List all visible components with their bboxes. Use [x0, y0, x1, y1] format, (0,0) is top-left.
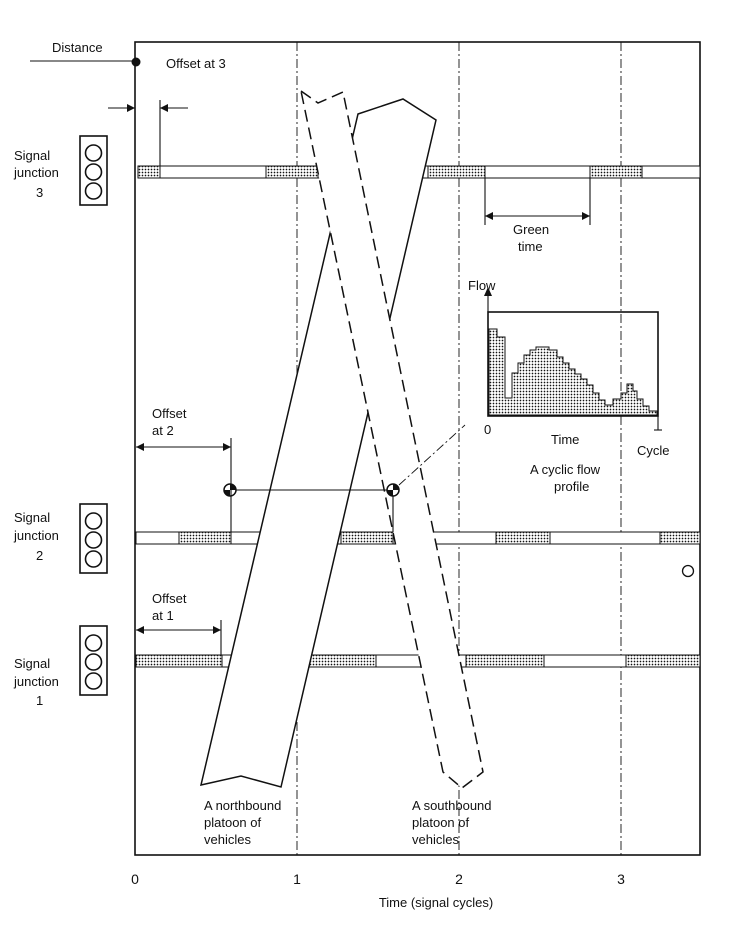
offset-2-label-line2: at 2	[152, 423, 174, 438]
inset-origin-label: 0	[484, 422, 491, 437]
inset-time-axis-label: Time	[551, 432, 579, 447]
offset-1-label-line1: Offset	[152, 591, 187, 606]
signal-head-junction-1	[79, 625, 108, 696]
profile-leader-line	[398, 424, 466, 486]
x-tick-label: 1	[293, 871, 301, 887]
flow-profile-area	[488, 328, 658, 416]
southbound-label-line1: A southbound	[412, 798, 492, 813]
x-tick-label: 2	[455, 871, 463, 887]
plot-frame	[30, 41, 701, 856]
lamp-icon	[84, 182, 103, 200]
signal-head-junction-2	[79, 503, 108, 574]
junction-3-label-line2: junction	[13, 165, 59, 180]
signal-band-junction-1	[135, 654, 701, 668]
lamp-icon	[84, 653, 103, 671]
offset-3-dimension	[108, 100, 188, 166]
distance-axis-label: Distance	[52, 40, 103, 55]
northbound-label-line1: A northbound	[204, 798, 281, 813]
x-tick-label: 3	[617, 871, 625, 887]
lamp-icon	[84, 163, 103, 181]
x-tick-label: 0	[131, 871, 139, 887]
offset-1-label-line2: at 1	[152, 608, 174, 623]
inset-caption-line1: A cyclic flow	[530, 462, 601, 477]
junction-3-label-line1: Signal	[14, 148, 50, 163]
lamp-icon	[84, 512, 103, 530]
inset-cycle-label: Cycle	[637, 443, 670, 458]
lamp-icon	[84, 634, 103, 652]
inset-caption-line2: profile	[554, 479, 589, 494]
green-time-label-line2: time	[518, 239, 543, 254]
green-time-label-line1: Green	[513, 222, 549, 237]
junction-3-label-line3: 3	[36, 185, 43, 200]
offset-3-label: Offset at 3	[166, 56, 226, 71]
junction-1-label-line2: junction	[13, 674, 59, 689]
signal-head-junction-3	[79, 135, 108, 206]
flow-profile-inset	[484, 287, 662, 431]
inset-flow-axis-label: Flow	[468, 278, 496, 293]
origin-marker	[131, 57, 141, 67]
southbound-label-line3: vehicles	[412, 832, 459, 847]
junction-2-label-line3: 2	[36, 548, 43, 563]
green-time-dimension	[484, 178, 591, 225]
offset-2-dimension	[136, 438, 232, 532]
offset-2-label-line1: Offset	[152, 406, 187, 421]
lamp-icon	[84, 531, 103, 549]
junction-2-label-line1: Signal	[14, 510, 50, 525]
junction-1-label-line1: Signal	[14, 656, 50, 671]
time-axis-label: Time (signal cycles)	[379, 895, 493, 910]
southbound-platoon	[299, 89, 484, 789]
southbound-label-line2: platoon of	[412, 815, 469, 830]
lamp-icon	[84, 144, 103, 162]
stray-circle-mark	[681, 564, 695, 578]
northbound-label-line2: platoon of	[204, 815, 261, 830]
junction-2-label-line2: junction	[13, 528, 59, 543]
northbound-label-line3: vehicles	[204, 832, 251, 847]
offset-1-dimension	[136, 620, 222, 655]
lamp-icon	[84, 550, 103, 568]
junction-1-label-line3: 1	[36, 693, 43, 708]
lamp-icon	[84, 672, 103, 690]
